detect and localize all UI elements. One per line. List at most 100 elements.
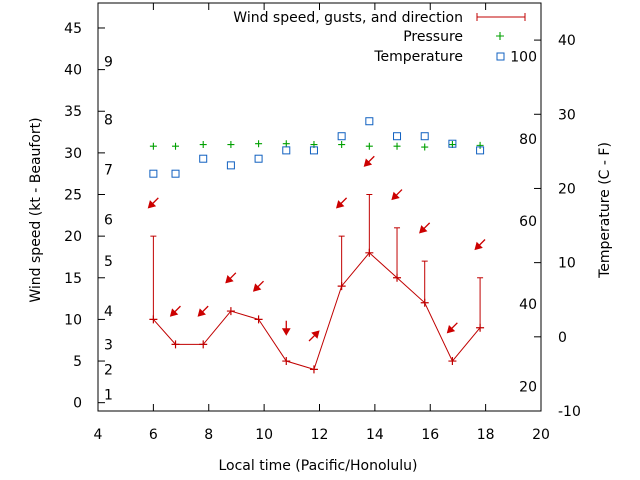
temperature-point bbox=[393, 132, 402, 141]
wind-point bbox=[420, 298, 429, 307]
wind-direction-arrow bbox=[252, 280, 264, 292]
temperature-point bbox=[226, 161, 235, 170]
x-tick-label: 14 bbox=[366, 427, 384, 443]
legend-sample-pressure bbox=[496, 32, 504, 40]
pressure-point bbox=[282, 140, 290, 148]
y-axis-label-left: Wind speed (kt - Beaufort) bbox=[28, 117, 44, 302]
wind-point bbox=[149, 315, 158, 324]
y-tick-label-left: 0 bbox=[73, 396, 82, 412]
wind-direction-arrow bbox=[225, 272, 237, 284]
pressure-point bbox=[365, 142, 373, 150]
temperature-point bbox=[337, 132, 346, 141]
wind-direction-arrow bbox=[197, 305, 209, 317]
legend-label-wind: Wind speed, gusts, and direction bbox=[233, 10, 463, 26]
beaufort-label: 1 bbox=[104, 387, 113, 403]
beaufort-label: 6 bbox=[104, 212, 113, 228]
y-tick-label-right: 40 bbox=[558, 33, 576, 49]
y-tick-label-left: 10 bbox=[64, 312, 82, 328]
temperature-point bbox=[420, 132, 429, 141]
wind-direction-arrow bbox=[391, 189, 403, 201]
wind-direction-arrow bbox=[335, 197, 348, 209]
y-tick-label-right: 30 bbox=[558, 107, 576, 123]
wind-point bbox=[282, 357, 291, 366]
beaufort-label: 4 bbox=[104, 304, 113, 320]
y-tick-label-left: 15 bbox=[64, 271, 82, 287]
x-tick-label: 4 bbox=[94, 427, 103, 443]
wind-direction-arrow bbox=[169, 305, 181, 317]
wind-point bbox=[171, 340, 180, 349]
pressure-point bbox=[338, 141, 346, 149]
fahrenheit-label: 80 bbox=[519, 132, 537, 148]
temperature-point bbox=[365, 117, 374, 126]
y-tick-label-right: -10 bbox=[558, 404, 581, 420]
wind-direction-arrow bbox=[419, 222, 431, 234]
pressure-point bbox=[149, 142, 157, 150]
fahrenheit-label: 40 bbox=[519, 297, 537, 313]
wind-direction-arrow bbox=[474, 239, 486, 251]
pressure-point bbox=[393, 142, 401, 150]
wind-point bbox=[393, 273, 402, 282]
x-tick-label: 16 bbox=[421, 427, 439, 443]
y-tick-label-left: 35 bbox=[64, 104, 82, 120]
pressure-point bbox=[255, 140, 263, 148]
wind-point bbox=[199, 340, 208, 349]
pressure-point bbox=[421, 143, 429, 151]
beaufort-label: 3 bbox=[104, 337, 113, 353]
wind-point bbox=[309, 365, 318, 374]
y-tick-label-left: 45 bbox=[64, 21, 82, 37]
temperature-point bbox=[254, 154, 263, 163]
y-axis-label-right: Temperature (C - F) bbox=[597, 142, 613, 279]
pressure-point bbox=[199, 141, 207, 149]
wind-point bbox=[365, 248, 374, 257]
x-tick-label: 18 bbox=[477, 427, 495, 443]
beaufort-label: 5 bbox=[104, 254, 113, 270]
wind-point bbox=[254, 315, 263, 324]
x-axis-label: Local time (Pacific/Honolulu) bbox=[218, 458, 417, 474]
y-tick-label-left: 40 bbox=[64, 63, 82, 79]
plot-frame bbox=[97, 2, 542, 412]
wind-direction-arrow bbox=[308, 330, 320, 342]
wind-point bbox=[448, 357, 457, 366]
beaufort-label: 2 bbox=[104, 362, 113, 378]
wind-direction-arrow bbox=[446, 322, 458, 334]
temperature-point bbox=[448, 139, 457, 148]
pressure-point bbox=[476, 141, 484, 149]
x-tick-label: 12 bbox=[311, 427, 329, 443]
wind-point bbox=[337, 282, 346, 291]
axes-layer: 4 6 8 10 12 14 16 18 20051015202530354045-100102… bbox=[64, 2, 581, 443]
y-tick-label-left: 20 bbox=[64, 229, 82, 245]
fahrenheit-label: 20 bbox=[519, 380, 537, 396]
temperature-point bbox=[282, 146, 291, 155]
temperature-point bbox=[149, 169, 158, 178]
legend: Wind speed, gusts, and direction Pressur… bbox=[233, 10, 526, 65]
fahrenheit-label: 100 bbox=[510, 49, 537, 65]
y-tick-label-left: 30 bbox=[64, 146, 82, 162]
beaufort-label: 7 bbox=[104, 163, 113, 179]
temperature-point bbox=[199, 154, 208, 163]
wind-direction-arrow bbox=[147, 197, 159, 209]
x-tick-label: 6 bbox=[149, 427, 158, 443]
y-tick-label-right: 10 bbox=[558, 256, 576, 272]
y-tick-label-right: 20 bbox=[558, 181, 576, 197]
x-tick-label: 10 bbox=[255, 427, 273, 443]
pressure-point bbox=[172, 142, 180, 150]
fahrenheit-label: 60 bbox=[519, 214, 537, 230]
y-tick-label-right: 0 bbox=[558, 330, 567, 346]
x-tick-label: 8 bbox=[204, 427, 213, 443]
legend-label-pressure: Pressure bbox=[403, 29, 463, 45]
pressure-point bbox=[227, 141, 235, 149]
y-tick-label-left: 25 bbox=[64, 188, 82, 204]
wind-direction-arrow bbox=[363, 155, 375, 167]
temperature-point bbox=[476, 146, 485, 155]
temperature-point bbox=[171, 169, 180, 178]
wind-direction-arrow bbox=[281, 320, 291, 336]
x-tick-label: 20 bbox=[532, 427, 550, 443]
beaufort-label: 8 bbox=[104, 113, 113, 129]
beaufort-label: 9 bbox=[104, 54, 113, 70]
wind-point bbox=[226, 307, 235, 316]
y-tick-label-left: 5 bbox=[73, 354, 82, 370]
legend-sample-temperature bbox=[496, 52, 505, 61]
series-layer bbox=[147, 117, 486, 374]
wind-point bbox=[476, 323, 485, 332]
